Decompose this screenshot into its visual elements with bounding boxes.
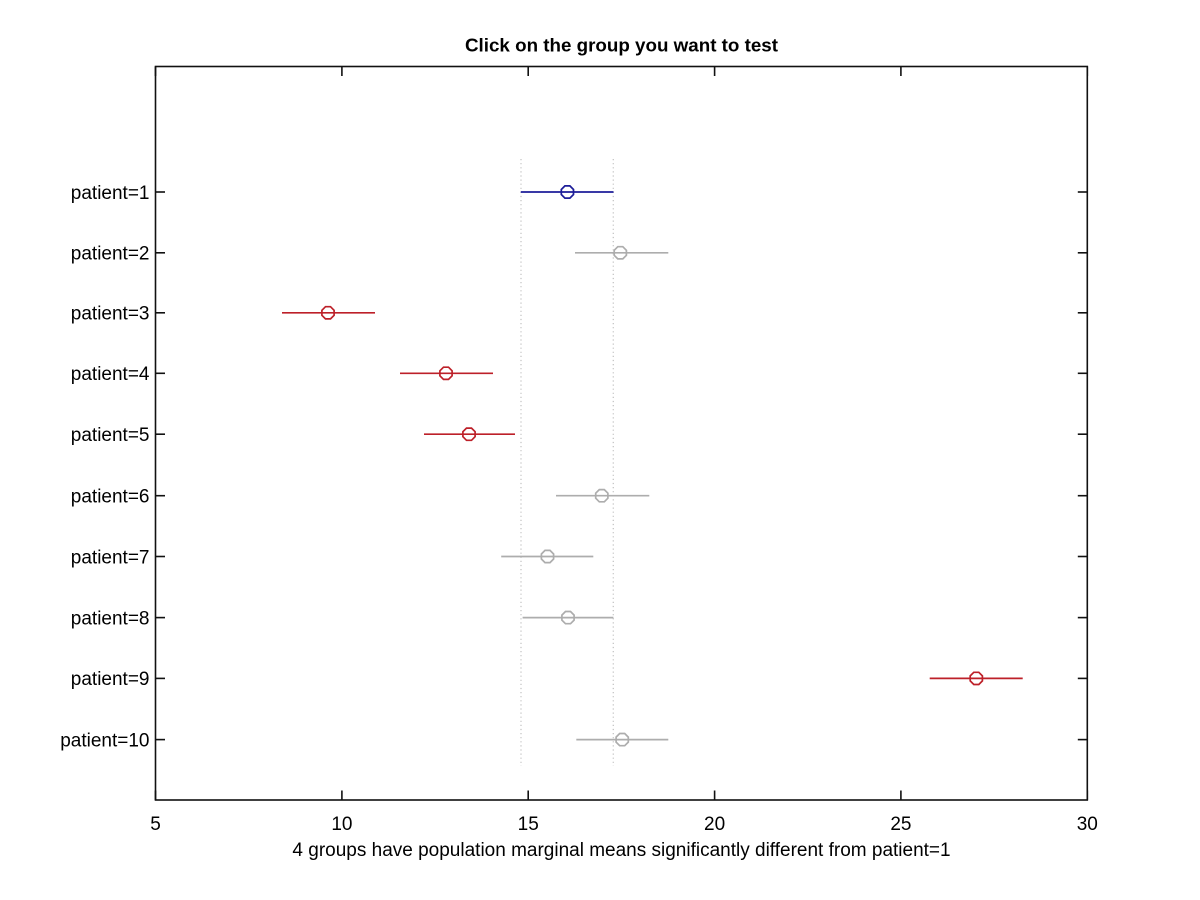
svg-text:patient=6: patient=6 [71, 487, 150, 508]
svg-text:5: 5 [150, 814, 161, 835]
svg-text:10: 10 [331, 814, 352, 835]
svg-text:patient=8: patient=8 [71, 608, 150, 629]
svg-text:15: 15 [518, 814, 539, 835]
svg-text:4 groups have population margi: 4 groups have population marginal means … [292, 840, 950, 861]
svg-text:patient=1: patient=1 [71, 183, 150, 204]
svg-text:patient=9: patient=9 [71, 669, 150, 690]
svg-text:30: 30 [1077, 814, 1098, 835]
svg-text:patient=5: patient=5 [71, 425, 150, 446]
svg-text:patient=7: patient=7 [71, 547, 150, 568]
svg-text:patient=4: patient=4 [71, 364, 150, 385]
svg-text:20: 20 [704, 814, 725, 835]
svg-text:patient=10: patient=10 [60, 730, 149, 751]
svg-text:Click on the group you want to: Click on the group you want to test [465, 35, 779, 56]
svg-text:patient=2: patient=2 [71, 244, 150, 265]
svg-text:patient=3: patient=3 [71, 304, 150, 325]
svg-text:25: 25 [890, 814, 911, 835]
